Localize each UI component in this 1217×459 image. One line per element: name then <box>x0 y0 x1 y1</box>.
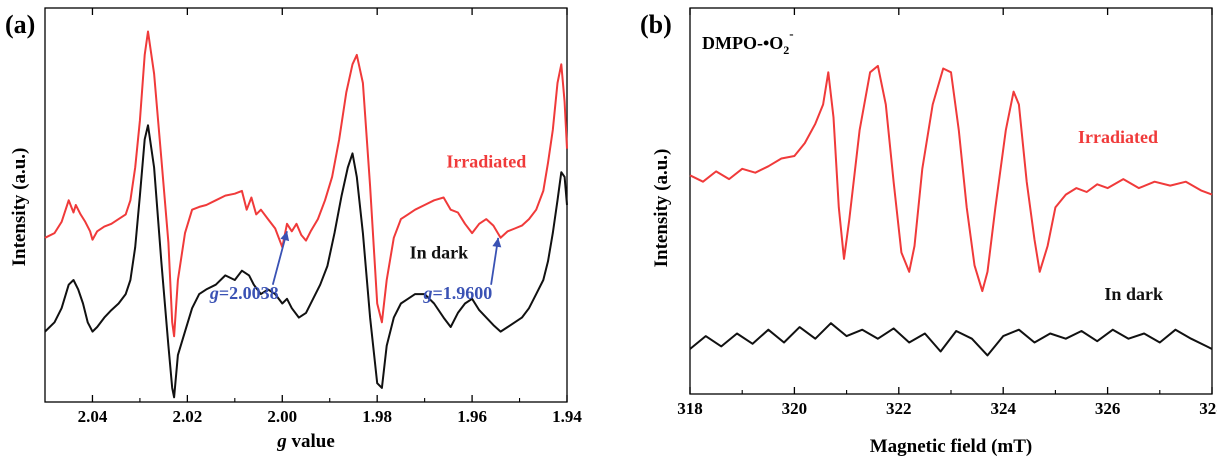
panel-a-chart: (a) Intensity (a.u.) g value 2.04 2.02 2.0… <box>5 7 582 452</box>
panel-a-series <box>44 30 568 399</box>
panel-a-annotation-label: g=2.0038 <box>209 283 279 303</box>
panel-b-title-sub: 2 <box>783 43 789 57</box>
panel-a-annotations: g=2.0038 g=1.9600 <box>209 231 502 303</box>
panel-b-series <box>689 64 1213 357</box>
panel-b-x-tick-label: 324 <box>990 399 1016 418</box>
panel-b-title-sup: - <box>789 26 793 41</box>
panel-b-x-axis-title: Magnetic field (mT) <box>870 436 1033 457</box>
panel-b-y-axis-title: Intensity (a.u.) <box>651 149 672 268</box>
panel-b-label-irradiated: Irradiated <box>1078 127 1158 147</box>
annotation-value: =2.0038 <box>219 283 279 303</box>
panel-b-title-main: DMPO-•O <box>702 33 783 53</box>
panel-a-x-axis-title: g value <box>276 431 335 452</box>
panel-b-series-in-dark <box>689 322 1213 357</box>
panel-a-x-tick-label: 2.04 <box>78 407 108 426</box>
panel-b-x-tick-label: 328 <box>1199 399 1217 418</box>
panel-a-annotation-arrowhead <box>280 231 290 242</box>
panel-a-x-axis-title-italic: g <box>276 431 287 452</box>
panel-a-series-irradiated <box>44 30 568 338</box>
panel-a-label-irradiated: Irradiated <box>446 151 526 171</box>
panel-a-x-axis-title-rest: value <box>287 431 335 452</box>
panel-a-series-in-dark <box>44 124 568 399</box>
panel-b-x-tick-label: 320 <box>782 399 808 418</box>
annotation-italic-g: g <box>422 283 432 303</box>
panel-b-x-tick-label: 326 <box>1095 399 1121 418</box>
panel-a-series-labels: Irradiated In dark <box>410 151 527 262</box>
panel-b-series-labels: Irradiated In dark <box>1078 127 1163 304</box>
panel-a-plot-frame <box>44 7 568 403</box>
panel-a-x-tick-label: 1.94 <box>552 407 582 426</box>
panel-a-label-in-dark: In dark <box>410 242 469 262</box>
panel-b-title: DMPO-•O2- <box>702 26 794 57</box>
panel-b-x-tick-label: 322 <box>886 399 912 418</box>
panel-a-x-tick-label: 1.98 <box>362 407 392 426</box>
panel-a-annotation-arrow <box>271 231 288 285</box>
panel-a-x-tick-label: 2.00 <box>267 407 297 426</box>
panel-b-label-in-dark: In dark <box>1104 284 1163 304</box>
panel-a-annotation-label: g=1.9600 <box>422 283 492 303</box>
annotation-italic-g: g <box>209 283 219 303</box>
panel-b-x-tick-label: 318 <box>677 399 703 418</box>
panel-a-label: (a) <box>5 10 35 39</box>
panel-a-x-tick-label: 2.02 <box>172 407 202 426</box>
panel-a-x-tick-label: 1.96 <box>457 407 487 426</box>
panel-a-x-ticks: 2.04 2.02 2.00 1.98 1.96 1.94 <box>78 8 582 426</box>
panel-b-series-irradiated <box>689 64 1213 293</box>
panel-b-chart: (b) DMPO-•O2- Intensity (a.u.) Magnetic … <box>640 7 1217 457</box>
panel-b-x-ticks: 318 320 322 324 326 328 <box>677 8 1217 418</box>
annotation-value: =1.9600 <box>432 283 492 303</box>
panel-b-label: (b) <box>640 10 672 39</box>
panel-a-y-axis-title: Intensity (a.u.) <box>9 148 30 267</box>
panel-a-annotation-arrowhead <box>492 237 502 248</box>
